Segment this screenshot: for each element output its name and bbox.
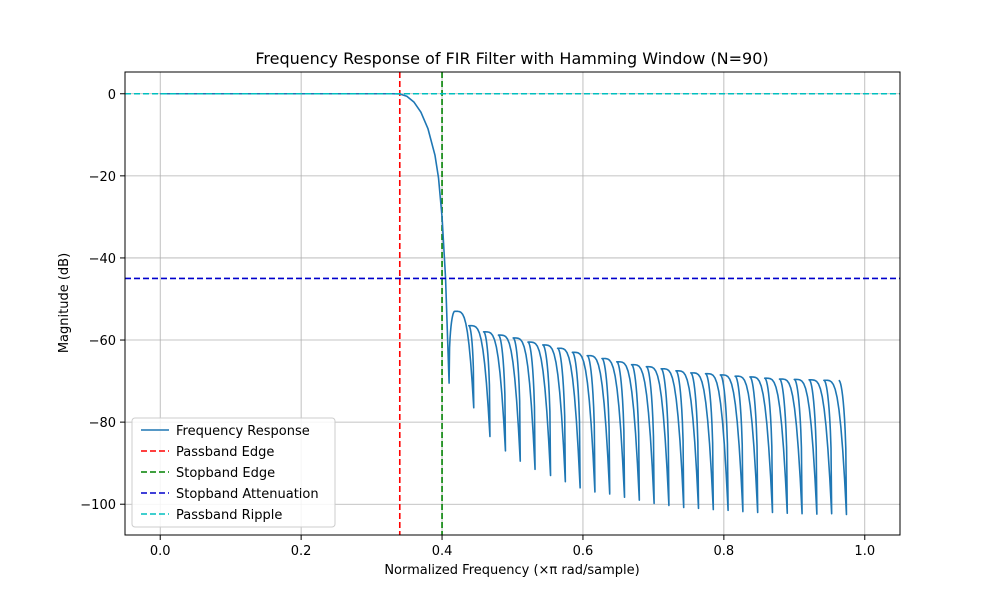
x-axis-label: Normalized Frequency (×π rad/sample) <box>384 563 639 578</box>
y-tick-label: −40 <box>89 252 116 267</box>
x-tick-label: 0.0 <box>150 544 171 559</box>
legend-box <box>131 417 336 528</box>
x-tick-label: 0.2 <box>291 544 312 559</box>
legend-label: Frequency Response <box>176 424 310 439</box>
reference-lines <box>398 72 443 535</box>
y-tick-label: −60 <box>89 334 116 349</box>
y-tick-label: 0 <box>108 88 116 103</box>
y-tick-label: −80 <box>89 416 116 431</box>
x-tick-label: 0.4 <box>432 544 453 559</box>
plot-area <box>125 92 900 516</box>
axes-frame <box>124 71 901 536</box>
frequency-response-line <box>160 92 848 516</box>
x-tick-label: 1.0 <box>854 544 875 559</box>
x-tick-label: 0.6 <box>573 544 594 559</box>
legend-label: Passband Edge <box>176 445 274 460</box>
legend-label: Stopband Edge <box>176 466 275 481</box>
chart-title: Frequency Response of FIR Filter with Ha… <box>255 49 768 68</box>
x-tick-label: 0.8 <box>714 544 735 559</box>
legend: Frequency Response Passband Edge Stopband … <box>131 417 336 528</box>
legend-label: Stopband Attenuation <box>176 487 319 502</box>
y-tick-label: −20 <box>89 170 116 185</box>
legend-label: Passband Ripple <box>176 508 282 523</box>
y-axis-label: Magnitude (dB) <box>57 253 72 353</box>
ticks: 0.0 0.2 0.4 0.6 0.8 1.0 0 −20 −40 −60 −80 −100 <box>80 88 875 559</box>
y-tick-label: −100 <box>80 498 116 513</box>
